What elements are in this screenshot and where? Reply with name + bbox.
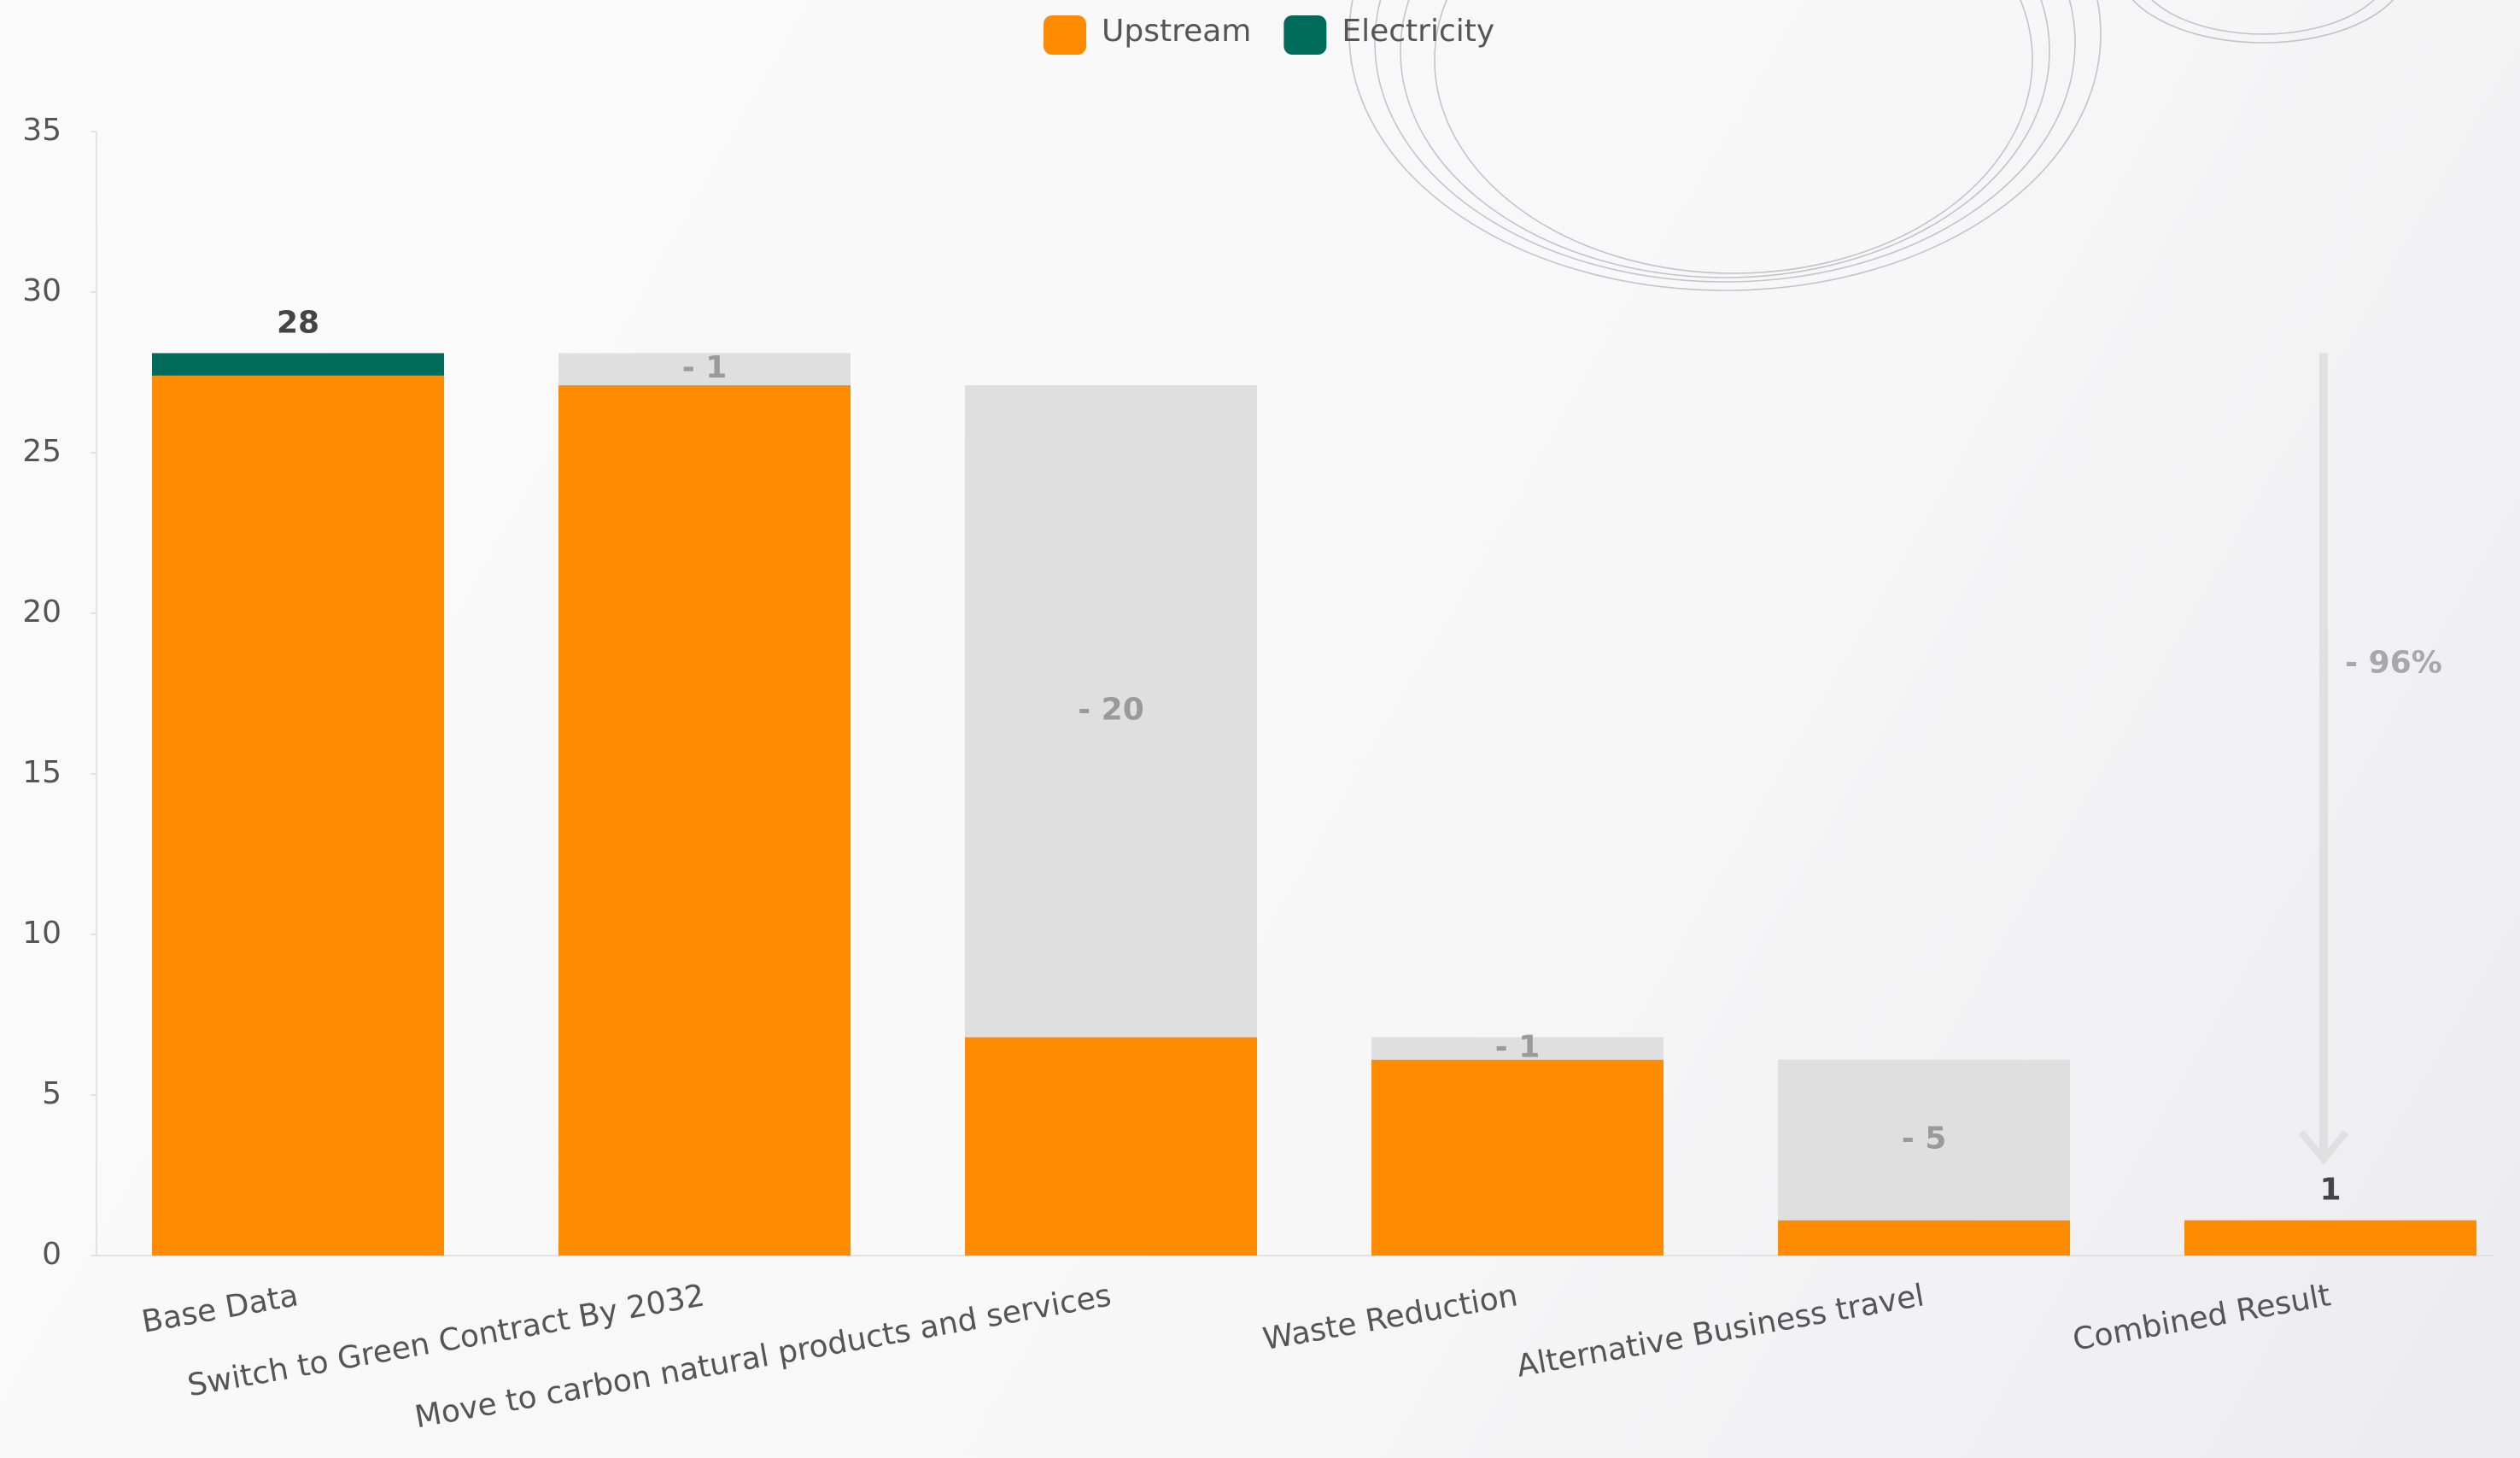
reduction-bar [1371, 1037, 1663, 1060]
change-arrowhead [2298, 1130, 2349, 1165]
y-tick-label: 20 [22, 594, 61, 629]
y-tick-label: 15 [22, 755, 61, 790]
x-tick-label: Base Data [139, 1278, 301, 1340]
bar-segment [152, 375, 444, 1256]
y-tick-label: 5 [42, 1076, 61, 1111]
x-tick-label: Move to carbon natural products and serv… [412, 1278, 1114, 1435]
reduction-bar [1778, 1059, 2070, 1221]
reduction-label: - 20 [1078, 693, 1144, 728]
y-tick-label: 25 [22, 434, 61, 469]
y-tick-label: 30 [22, 273, 61, 308]
x-tick-label: Waste Reduction [1260, 1278, 1520, 1357]
reduction-label: - 1 [1495, 1029, 1541, 1064]
x-tick-label: Combined Result [2070, 1278, 2333, 1357]
reduction-bar [965, 385, 1257, 1038]
y-tick-label: 10 [22, 916, 61, 951]
bar-segment [965, 1037, 1257, 1256]
total-label: 28 [277, 305, 319, 340]
bar-segment [1371, 1059, 1663, 1256]
reduction-bar [558, 353, 851, 386]
total-label: 1 [2319, 1173, 2341, 1208]
bar-segment [1778, 1220, 2070, 1256]
y-tick-label: 35 [22, 113, 61, 148]
legend-label: Electricity [1342, 14, 1494, 49]
legend-label: Upstream [1102, 14, 1251, 49]
bar-segment [2184, 1220, 2476, 1256]
legend-swatch [1283, 15, 1327, 55]
decoration [1348, 0, 2394, 291]
reduction-label: - 5 [1902, 1121, 1947, 1156]
reduction-label: - 1 [682, 350, 728, 385]
y-tick-label: 0 [42, 1237, 61, 1272]
bar-segment [558, 385, 851, 1256]
bar-segment [152, 353, 444, 376]
x-tick-label: Alternative Business travel [1514, 1278, 1927, 1384]
change-label: - 96% [2345, 646, 2442, 681]
legend-swatch [1044, 15, 1086, 55]
